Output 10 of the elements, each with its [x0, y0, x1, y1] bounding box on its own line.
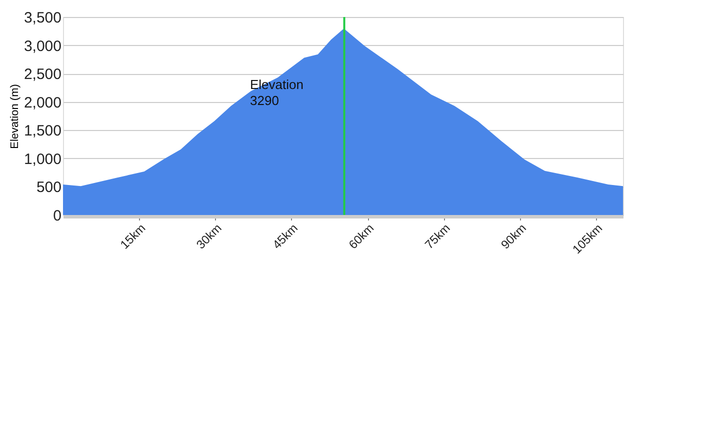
- annotation: 3290: [250, 93, 279, 108]
- y-tick-label: 2,000: [24, 94, 62, 112]
- y-axis-title: Elevation (m): [8, 84, 21, 149]
- y-tick-label: 3,000: [24, 38, 62, 55]
- y-tick-label: 500: [36, 179, 62, 196]
- y-tick-label: 1,000: [24, 150, 62, 168]
- y-tick-label: 3,500: [24, 10, 62, 26]
- y-tick-label: 2,500: [24, 66, 62, 84]
- y-tick-label: 1,500: [24, 122, 62, 140]
- y-tick-label: 0: [53, 208, 62, 224]
